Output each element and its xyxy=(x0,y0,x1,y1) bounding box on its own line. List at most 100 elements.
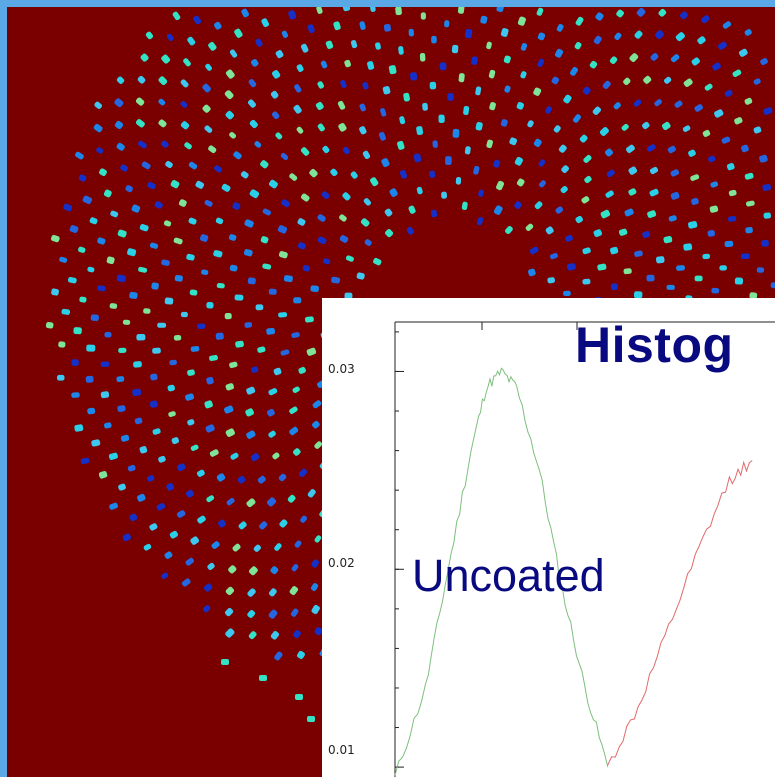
spiral-dot xyxy=(445,156,452,166)
spiral-dot xyxy=(228,565,237,574)
spiral-dot xyxy=(642,231,651,239)
spiral-dot xyxy=(606,169,615,178)
spiral-dot xyxy=(493,205,503,215)
spiral-dot xyxy=(80,457,90,465)
spiral-dot xyxy=(763,212,771,219)
spiral-dot xyxy=(257,346,266,353)
spiral-dot xyxy=(744,97,753,105)
spiral-dot xyxy=(202,104,211,113)
spiral-dot xyxy=(762,183,772,191)
spiral-dot xyxy=(399,169,408,179)
spiral-dot xyxy=(132,388,142,397)
spiral-dot xyxy=(496,180,505,191)
spiral-dot xyxy=(233,151,242,160)
spiral-dot xyxy=(359,126,367,135)
spiral-dot xyxy=(397,140,405,150)
spiral-dot xyxy=(582,86,591,95)
spiral-dot xyxy=(738,48,748,57)
spiral-dot xyxy=(331,276,341,284)
spiral-dot xyxy=(533,138,542,148)
spiral-dot xyxy=(266,327,276,335)
spiral-dot xyxy=(122,319,131,325)
spiral-dot xyxy=(221,183,231,192)
spiral-dot xyxy=(247,277,256,285)
spiral-dot xyxy=(464,146,471,155)
spiral-dot xyxy=(71,392,80,398)
spiral-dot xyxy=(756,267,765,273)
spiral-dot xyxy=(135,97,145,106)
spiral-dot xyxy=(362,82,369,90)
spiral-dot xyxy=(248,631,257,640)
spiral-dot xyxy=(177,463,186,472)
spiral-dot xyxy=(169,530,179,539)
spiral-dot xyxy=(145,31,154,40)
spiral-dot xyxy=(147,475,155,482)
spiral-dot xyxy=(712,62,721,71)
spiral-dot xyxy=(679,11,688,20)
spiral-dot xyxy=(745,200,755,207)
spiral-dot xyxy=(447,93,454,101)
spiral-dot xyxy=(475,121,483,131)
spiral-dot xyxy=(297,218,306,226)
spiral-dot xyxy=(114,120,124,130)
spiral-dot xyxy=(551,76,560,85)
spiral-dot xyxy=(250,453,260,462)
spiral-dot xyxy=(280,349,290,356)
spiral-dot xyxy=(149,400,158,408)
spiral-dot xyxy=(724,89,733,97)
spiral-dot xyxy=(274,543,282,551)
spiral-dot xyxy=(298,468,308,478)
spiral-dot xyxy=(229,361,238,369)
spiral-dot xyxy=(325,40,334,50)
spiral-dot xyxy=(734,277,744,285)
spiral-dot xyxy=(280,152,289,161)
spiral-dot xyxy=(493,159,501,168)
spiral-dot xyxy=(127,464,136,472)
spiral-dot xyxy=(373,257,382,266)
spiral-dot xyxy=(741,144,749,153)
spiral-dot xyxy=(117,405,126,412)
spiral-dot xyxy=(359,103,367,112)
spiral-dot xyxy=(480,15,488,24)
spiral-dot xyxy=(574,41,582,50)
spiral-dot xyxy=(314,441,323,449)
spiral-dot xyxy=(149,523,158,531)
spiral-dot xyxy=(628,188,637,196)
spiral-dot xyxy=(136,493,146,502)
spiral-dot xyxy=(321,191,330,200)
spiral-dot xyxy=(260,160,269,169)
spiral-dot xyxy=(223,405,234,414)
spiral-dot xyxy=(296,126,304,134)
spiral-dot xyxy=(536,7,544,16)
spiral-dot xyxy=(300,193,310,202)
spiral-dot xyxy=(707,229,716,237)
spiral-dot xyxy=(82,195,93,205)
spiral-dot xyxy=(350,171,358,179)
spiral-dot xyxy=(246,498,256,508)
spiral-dot xyxy=(420,12,426,20)
spiral-dot xyxy=(293,297,302,304)
spiral-dot xyxy=(270,90,279,99)
histogram-chart xyxy=(394,321,775,777)
spiral-dot xyxy=(58,341,66,348)
spiral-dot xyxy=(238,521,247,530)
spiral-dot xyxy=(300,515,308,523)
spiral-dot xyxy=(224,312,232,320)
spiral-dot xyxy=(582,247,591,255)
spiral-dot xyxy=(529,246,539,255)
spiral-dot xyxy=(141,161,151,170)
spiral-dot xyxy=(760,58,768,66)
spiral-dot xyxy=(224,90,234,100)
spiral-dot xyxy=(306,347,317,356)
spiral-dot xyxy=(163,220,172,227)
spiral-dot xyxy=(582,278,591,285)
spiral-dot xyxy=(646,144,656,152)
spiral-dot xyxy=(375,42,381,50)
spiral-dot xyxy=(91,439,101,447)
spiral-dot xyxy=(683,243,693,251)
spiral-dot xyxy=(259,675,267,681)
spiral-dot xyxy=(655,30,664,40)
spiral-dot xyxy=(189,289,198,296)
spiral-dot xyxy=(593,35,602,45)
